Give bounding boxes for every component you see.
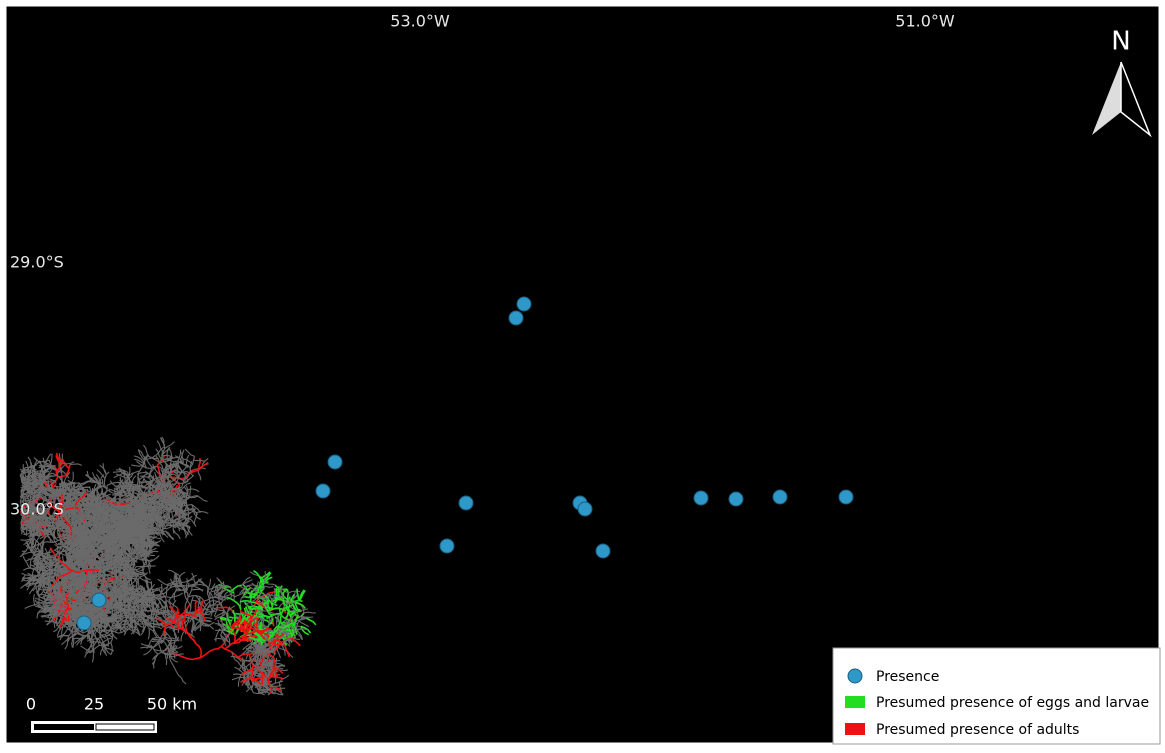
river <box>180 502 181 514</box>
river <box>47 553 48 565</box>
map-frame <box>6 6 1159 743</box>
river <box>177 465 178 477</box>
river <box>132 587 133 599</box>
river <box>83 541 84 553</box>
river <box>31 480 43 481</box>
map: 53.0°W 51.0°W 29.0°S 30.0°S N 0 25 50 km… <box>0 0 1165 749</box>
river <box>36 530 48 531</box>
river <box>173 521 174 533</box>
river <box>147 551 159 552</box>
river <box>141 560 153 561</box>
river <box>52 565 64 566</box>
river <box>146 514 158 515</box>
